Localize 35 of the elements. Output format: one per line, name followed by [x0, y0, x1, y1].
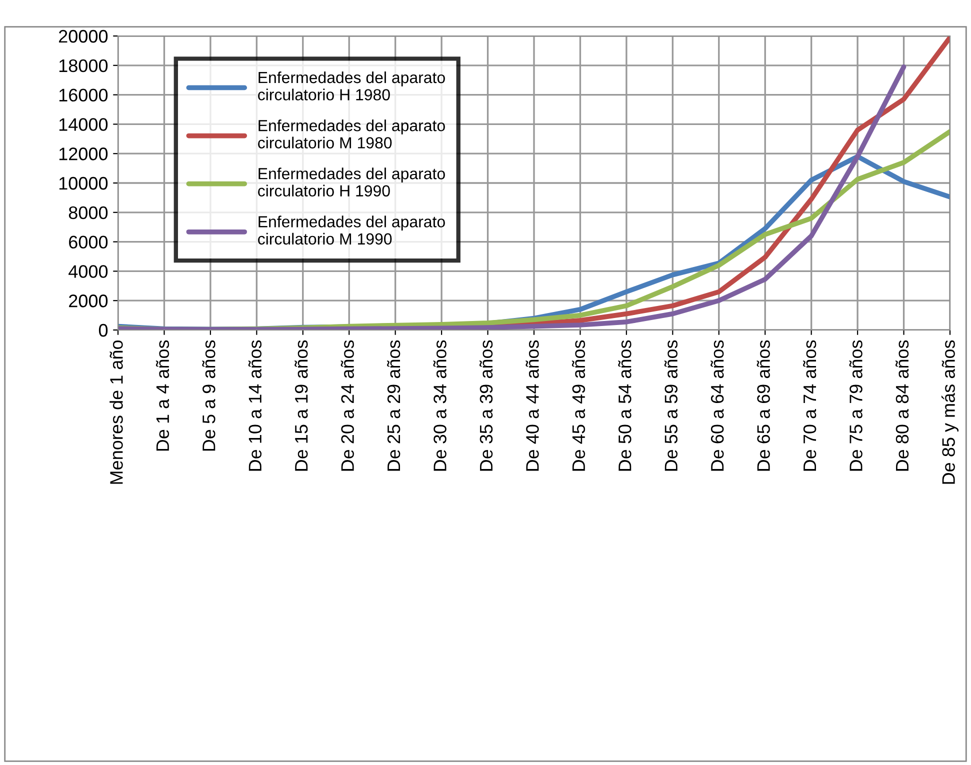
- x-tick-label: De 85 y más años: [941, 340, 959, 484]
- y-tick-label: 12000: [59, 148, 108, 160]
- x-tick-label: De 10 a 14 años: [248, 340, 262, 471]
- y-tick-label: 20000: [58, 30, 108, 43]
- y-tick-label: 2000: [69, 294, 108, 308]
- x-tick-label: De 5 a 9 años: [202, 340, 216, 451]
- y-tick-label: 10000: [59, 176, 108, 190]
- x-tick-label: De 25 a 29 años: [387, 340, 400, 471]
- y-tick-label: 8000: [68, 206, 108, 220]
- legend-label: Enfermedades del aparato circulatorio M 1980: [258, 120, 445, 148]
- line-series: [118, 64, 906, 330]
- x-tick-label: De 70 a 74 años: [803, 340, 816, 471]
- x-tick-label: De 45 a 49 años: [572, 340, 586, 471]
- x-tick-label: De 20 a 24 años: [340, 340, 354, 471]
- legend-label: Enfermedades del aparato circulatorio H 1980: [258, 71, 445, 100]
- x-tick-label: De 75 a 79 años: [849, 340, 862, 471]
- x-tick-label: De 40 a 44 años: [526, 340, 539, 471]
- x-tick-label: De 60 a 64 años: [710, 340, 724, 471]
- x-tick-label: De 1 a 4 años: [156, 340, 170, 451]
- legend-label: Enfermedades del aparato circulatorio M 1990: [258, 216, 445, 245]
- x-tick-label: De 30 a 34 años: [433, 340, 446, 471]
- x-tick-label: De 15 a 19 años: [294, 340, 308, 471]
- y-tick-label: 6000: [69, 236, 108, 249]
- x-tick-label: De 50 a 54 años: [618, 340, 632, 471]
- x-tick-label: De 55 a 59 años: [664, 340, 678, 471]
- y-tick-label: 0: [98, 324, 108, 337]
- x-tick-label: De 80 a 84 años: [895, 340, 909, 471]
- x-tick-label: Menores de 1 año: [110, 340, 123, 484]
- y-tick-label: 4000: [68, 265, 108, 278]
- y-tick-label: 14000: [59, 118, 108, 131]
- x-tick-label: De 65 a 69 años: [756, 340, 770, 471]
- y-tick-label: 16000: [59, 88, 108, 102]
- y-tick-label: 18000: [59, 59, 108, 72]
- legend-label: Enfermedades del aparato circulatorio H 1990: [258, 168, 445, 197]
- x-tick-label: De 35 a 39 años: [479, 340, 493, 471]
